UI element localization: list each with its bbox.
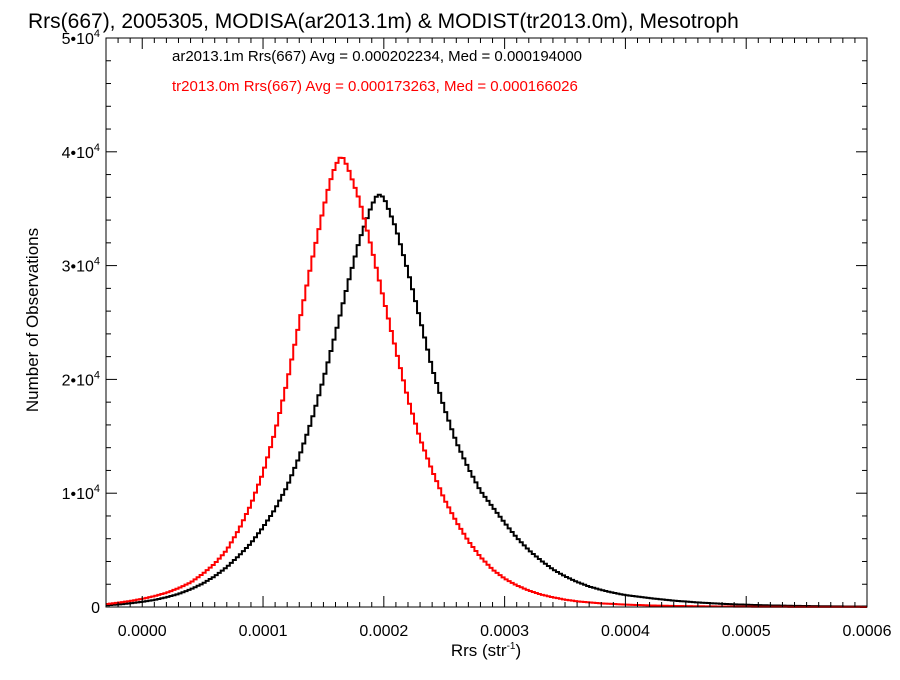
series-line-tr2013.0m [106,156,867,608]
x-axis-label-text: Rrs (str [451,641,507,660]
legend: ar2013.1m Rrs(667) Avg = 0.000202234, Me… [172,48,582,95]
x-axis-label: Rrs (str-1) [451,641,521,660]
x-axis-label-sup: -1 [507,641,516,652]
y-tick-exponent: 4 [94,256,100,268]
x-tick-label: 0.0006 [843,623,892,640]
y-tick-label: 1•104 [62,483,100,503]
x-tick-label: 0.0000 [118,623,167,640]
x-axis-label-close: ) [515,641,521,660]
y-axis-label: Number of Observations [23,228,42,412]
y-tick-mantissa: 3•10 [62,259,94,276]
x-tick-label: 0.0002 [359,623,408,640]
x-tick-label: 0.0005 [722,623,771,640]
y-tick-mantissa: 0 [91,600,100,617]
axes-layer: 0.0000 0.0001 0.0002 0.0003 0.0004 0.0005 0.00… [62,28,892,640]
y-tick-label: 3•104 [62,256,100,276]
x-tick-label: 0.0001 [239,623,288,640]
y-tick-label: 5•104 [62,28,100,48]
y-tick-mantissa: 1•10 [62,486,94,503]
y-tick-exponent: 4 [94,483,100,495]
y-tick-exponent: 4 [94,28,100,40]
plot-frame [105,37,868,608]
y-tick-label: 0 [91,600,100,617]
chart-title: Rrs(667), 2005305, MODISA(ar2013.1m) & M… [28,10,739,33]
x-tick-label: 0.0003 [480,623,529,640]
y-tick-mantissa: 2•10 [62,372,94,389]
y-tick-mantissa: 5•10 [62,31,94,48]
y-tick-label: 4•104 [62,142,100,162]
legend-entry-tr2013: tr2013.0m Rrs(667) Avg = 0.000173263, Me… [172,78,578,95]
y-tick-exponent: 4 [94,142,100,154]
y-tick-mantissa: 4•10 [62,145,94,162]
legend-entry-ar2013: ar2013.1m Rrs(667) Avg = 0.000202234, Me… [172,48,582,65]
y-tick-label: 2•104 [62,369,100,389]
x-tick-label: 0.0004 [601,623,650,640]
series-line-ar2013.1m [106,193,867,608]
y-tick-exponent: 4 [94,369,100,381]
series-layer [106,156,867,608]
